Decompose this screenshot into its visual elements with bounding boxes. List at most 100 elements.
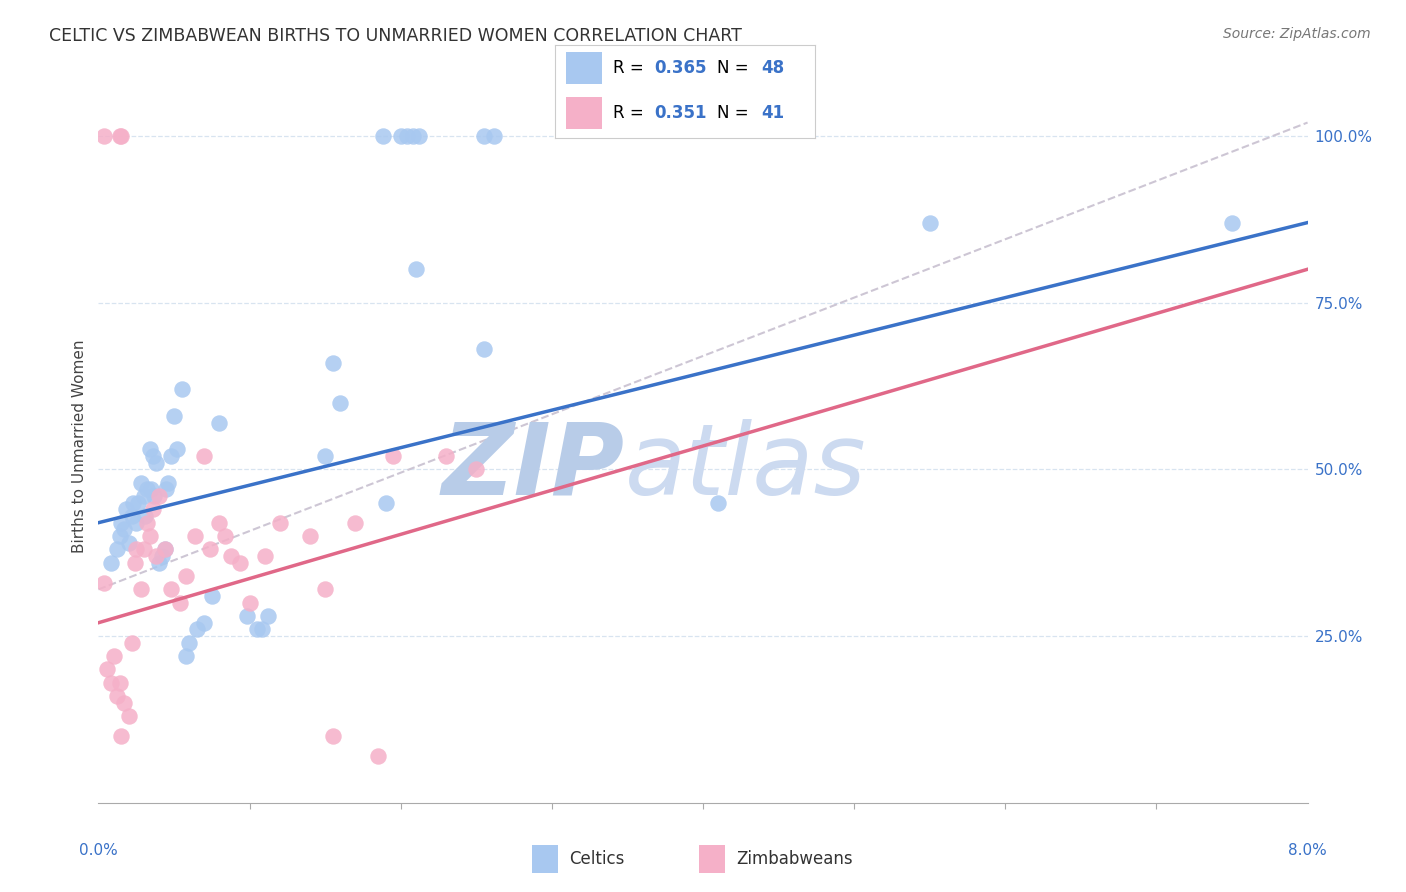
Point [100,556,122,570]
Point [160,582,183,597]
Point [465,462,488,476]
Point [135,516,157,530]
Point [122,496,145,510]
Point [484,128,506,143]
Point [250,623,273,637]
Point [153,542,176,557]
Text: Celtics: Celtics [569,849,624,868]
Point [322,356,344,370]
Text: Zimbabweans: Zimbabweans [737,849,853,868]
Text: ZIP: ZIP [441,419,624,516]
Point [145,549,167,563]
Point [150,549,173,563]
Point [408,128,430,143]
Text: 0.0%: 0.0% [79,843,118,858]
Point [135,483,157,497]
Point [132,542,155,557]
Text: 41: 41 [761,104,785,122]
Point [329,395,352,409]
Point [239,596,262,610]
Point [193,615,215,630]
Point [235,609,257,624]
Point [169,596,191,610]
Point [160,449,183,463]
Point [100,675,122,690]
Point [112,696,135,710]
Point [367,749,389,764]
Bar [531,845,558,872]
Point [114,502,136,516]
Text: N =: N = [717,104,754,122]
Text: N =: N = [717,59,754,77]
Point [118,709,141,723]
Point [208,516,231,530]
Point [110,729,132,743]
Bar [565,52,602,84]
Point [139,529,162,543]
Point [214,529,236,543]
Point [186,623,208,637]
Point [707,496,730,510]
Bar [565,97,602,129]
Point [142,502,165,516]
Point [143,489,166,503]
Point [229,556,252,570]
Text: Source: ZipAtlas.com: Source: ZipAtlas.com [1223,27,1371,41]
Point [174,649,197,664]
Point [110,516,132,530]
Point [156,475,179,490]
Point [166,442,188,457]
Text: 0.365: 0.365 [654,59,707,77]
Point [179,636,201,650]
Text: CELTIC VS ZIMBABWEAN BIRTHS TO UNMARRIED WOMEN CORRELATION CHART: CELTIC VS ZIMBABWEAN BIRTHS TO UNMARRIED… [49,27,742,45]
Point [153,542,176,557]
Point [129,582,152,597]
Point [93,575,115,590]
Point [374,496,396,510]
Point [246,623,269,637]
Point [127,496,149,510]
Point [155,483,177,497]
Point [402,128,425,143]
Text: 0.351: 0.351 [654,104,707,122]
Point [472,343,495,357]
Point [193,449,215,463]
Point [184,529,207,543]
Point [472,128,495,143]
Point [129,475,152,490]
Point [200,542,222,557]
Point [170,382,193,396]
Point [389,128,412,143]
Point [142,449,165,463]
Point [148,489,170,503]
Point [148,556,170,570]
Point [132,489,155,503]
Point [918,216,941,230]
Point [299,529,322,543]
Point [93,128,115,143]
Point [382,449,405,463]
Point [108,675,131,690]
Point [112,522,135,536]
Text: 48: 48 [761,59,785,77]
Point [314,582,336,597]
Point [201,589,224,603]
Point [110,128,132,143]
Point [125,516,148,530]
Point [434,449,457,463]
Point [108,529,131,543]
Point [221,549,243,563]
Point [121,509,143,524]
Point [371,128,394,143]
Point [108,128,131,143]
Y-axis label: Births to Unmarried Women: Births to Unmarried Women [72,339,87,553]
Text: R =: R = [613,104,648,122]
Point [174,569,197,583]
Point [395,128,418,143]
Text: 8.0%: 8.0% [1288,843,1327,858]
Point [103,649,125,664]
Point [125,542,148,557]
Point [314,449,336,463]
Point [124,556,146,570]
Point [141,483,163,497]
